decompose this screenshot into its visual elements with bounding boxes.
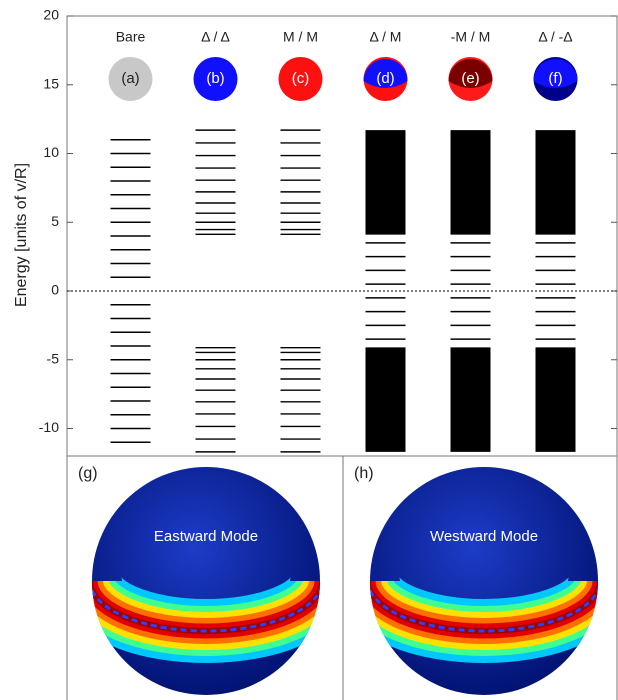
column-label: (d) bbox=[376, 70, 394, 87]
level-band bbox=[365, 347, 406, 452]
y-tick-label: -10 bbox=[39, 419, 59, 435]
y-tick-label: -5 bbox=[47, 350, 60, 366]
y-tick-label: 5 bbox=[51, 213, 59, 229]
panel-label: (h) bbox=[354, 465, 374, 482]
level-band bbox=[535, 130, 576, 235]
config-sphere-top bbox=[448, 59, 493, 88]
config-sphere-top bbox=[533, 59, 578, 88]
panel-label: (g) bbox=[78, 465, 98, 482]
column-name: -M / M bbox=[451, 29, 491, 45]
config-sphere bbox=[278, 57, 323, 101]
mode-band bbox=[370, 575, 598, 663]
config-sphere bbox=[108, 57, 153, 101]
column-name: Bare bbox=[116, 29, 146, 45]
y-tick-label: 0 bbox=[51, 282, 59, 298]
config-sphere bbox=[193, 57, 238, 101]
level-band bbox=[450, 130, 491, 235]
band-center bbox=[370, 580, 598, 633]
column-name: M / M bbox=[283, 29, 318, 45]
level-band bbox=[535, 347, 576, 452]
column-label: (b) bbox=[206, 70, 224, 87]
level-band bbox=[450, 347, 491, 452]
panel-title: Westward Mode bbox=[430, 528, 538, 545]
column-label: (a) bbox=[121, 70, 139, 87]
mode-band bbox=[92, 575, 320, 663]
y-axis-label: Energy [units of v/R] bbox=[13, 163, 30, 307]
column-name: Δ / Δ bbox=[201, 29, 230, 45]
column-label: (c) bbox=[292, 70, 310, 87]
y-tick-label: 20 bbox=[43, 7, 59, 23]
level-band bbox=[365, 130, 406, 235]
band-center bbox=[92, 580, 320, 633]
y-tick-label: 10 bbox=[43, 144, 59, 160]
y-tick-label: 15 bbox=[43, 75, 59, 91]
mode-panels: (g) Eastward Mode (h) Westward Mode bbox=[78, 465, 598, 695]
column-label: (f) bbox=[548, 70, 562, 87]
config-sphere-top bbox=[363, 59, 408, 88]
column-name: Δ / M bbox=[370, 29, 402, 45]
column-label: (e) bbox=[461, 70, 479, 87]
column-name: Δ / -Δ bbox=[538, 29, 572, 45]
panel-title: Eastward Mode bbox=[154, 528, 258, 545]
